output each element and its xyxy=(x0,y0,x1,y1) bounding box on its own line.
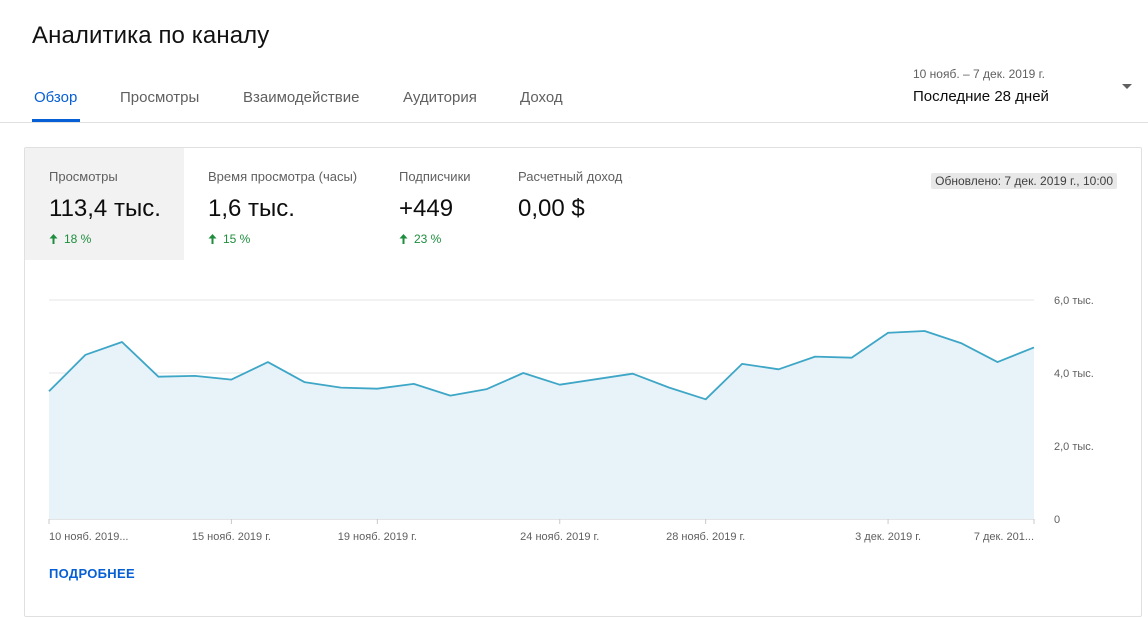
y-tick-label: 2,0 тыс. xyxy=(1054,441,1094,453)
clock-icon xyxy=(629,171,630,184)
dropdown-arrow-icon xyxy=(1122,84,1132,89)
date-range-picker[interactable]: 10 нояб. – 7 дек. 2019 г. Последние 28 д… xyxy=(912,64,1148,116)
area-fill xyxy=(49,331,1034,519)
arrow-up-icon xyxy=(208,234,217,244)
tab-label: Взаимодействие xyxy=(243,89,359,106)
analytics-card: Просмотры 113,4 тыс. 18 % Время просмотр… xyxy=(24,147,1142,617)
more-details-link[interactable]: ПОДРОБНЕЕ xyxy=(49,566,135,581)
views-chart: 0 2,0 тыс. 4,0 тыс. 6,0 тыс. 10 нояб. 2019..… xyxy=(25,278,1141,553)
metric-value: 0,00 $ xyxy=(518,194,630,224)
metric-delta-value: 23 % xyxy=(414,232,441,246)
y-tick-label: 6,0 тыс. xyxy=(1054,295,1094,307)
metric-delta: 15 % xyxy=(208,232,351,246)
metric-value: 1,6 тыс. xyxy=(208,194,351,224)
tab-overview[interactable]: Обзор xyxy=(34,86,77,122)
metric-delta: 23 % xyxy=(399,232,470,246)
metric-label-text: Расчетный доход xyxy=(518,168,622,186)
x-tick-label: 24 нояб. 2019 г. xyxy=(520,531,599,543)
metric-label: Время просмотра (часы) xyxy=(208,168,351,186)
x-tick-label: 19 нояб. 2019 г. xyxy=(338,531,417,543)
page-title: Аналитика по каналу xyxy=(32,20,269,52)
metric-delta: 18 % xyxy=(49,232,160,246)
tab-audience[interactable]: Аудитория xyxy=(403,86,477,122)
x-tick-label: 15 нояб. 2019 г. xyxy=(192,531,271,543)
date-period-text: Последние 28 дней xyxy=(913,88,1049,105)
header-divider xyxy=(0,122,1148,123)
metric-estimated-revenue[interactable]: Расчетный доход 0,00 $ xyxy=(494,148,654,260)
metric-value: 113,4 тыс. xyxy=(49,194,160,224)
x-tick-label: 3 дек. 2019 г. xyxy=(855,531,921,543)
updated-badge: Обновлено: 7 дек. 2019 г., 10:00 xyxy=(931,173,1117,189)
tab-engagement[interactable]: Взаимодействие xyxy=(243,86,359,122)
tab-revenue[interactable]: Доход xyxy=(520,86,563,122)
date-range-text: 10 нояб. – 7 дек. 2019 г. xyxy=(913,67,1045,81)
x-tick-label: 10 нояб. 2019... xyxy=(49,531,129,543)
metric-value: +449 xyxy=(399,194,470,224)
metric-label: Подписчики xyxy=(399,168,470,186)
tab-views[interactable]: Просмотры xyxy=(120,86,199,122)
arrow-up-icon xyxy=(399,234,408,244)
tab-label: Обзор xyxy=(34,89,77,106)
metric-label: Расчетный доход xyxy=(518,168,630,186)
metric-delta-value: 15 % xyxy=(223,232,250,246)
arrow-up-icon xyxy=(49,234,58,244)
metric-watch-time[interactable]: Время просмотра (часы) 1,6 тыс. 15 % xyxy=(184,148,375,260)
tab-label: Доход xyxy=(520,89,563,106)
x-tick-label: 28 нояб. 2019 г. xyxy=(666,531,745,543)
metric-label: Просмотры xyxy=(49,168,160,186)
metric-subscribers[interactable]: Подписчики +449 23 % xyxy=(375,148,494,260)
x-tick-label: 7 дек. 201... xyxy=(974,531,1034,543)
y-tick-label: 0 xyxy=(1054,514,1060,526)
metric-views[interactable]: Просмотры 113,4 тыс. 18 % xyxy=(25,148,184,260)
tab-label: Просмотры xyxy=(120,89,199,106)
y-tick-label: 4,0 тыс. xyxy=(1054,368,1094,380)
tab-label: Аудитория xyxy=(403,89,477,106)
metric-delta-value: 18 % xyxy=(64,232,91,246)
